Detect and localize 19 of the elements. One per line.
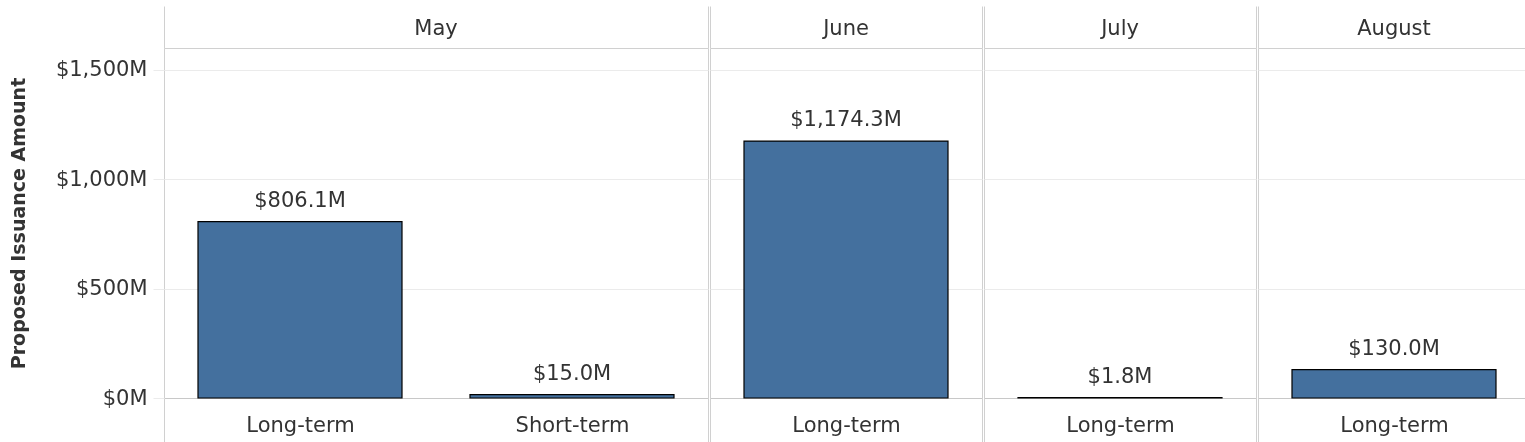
chart-title: July	[1099, 15, 1139, 40]
y-tick-label: $1,500M	[55, 57, 148, 82]
data-label: $130.0M	[1348, 335, 1440, 360]
x-tick-label: Long-term	[246, 412, 355, 437]
chart-title: June	[821, 15, 869, 40]
data-label: $15.0M	[532, 360, 612, 385]
y-axis-title: Proposed Issuance Amount	[6, 77, 29, 370]
x-tick-label: Long-term	[1340, 412, 1449, 437]
y-tick-label: $500M	[75, 276, 148, 301]
x-tick-label: Long-term	[792, 412, 901, 437]
y-tick-label: $1,000M	[55, 166, 148, 191]
chart-title: May	[414, 15, 458, 40]
data-label: $1,174.3M	[790, 107, 902, 132]
y-tick-label: $0M	[102, 385, 148, 410]
data-label: $1.8M	[1087, 363, 1153, 388]
data-label: $806.1M	[254, 187, 346, 212]
chart-title: August	[1357, 15, 1431, 40]
x-tick-label: Short-term	[515, 412, 630, 437]
x-tick-label: Long-term	[1066, 412, 1175, 437]
